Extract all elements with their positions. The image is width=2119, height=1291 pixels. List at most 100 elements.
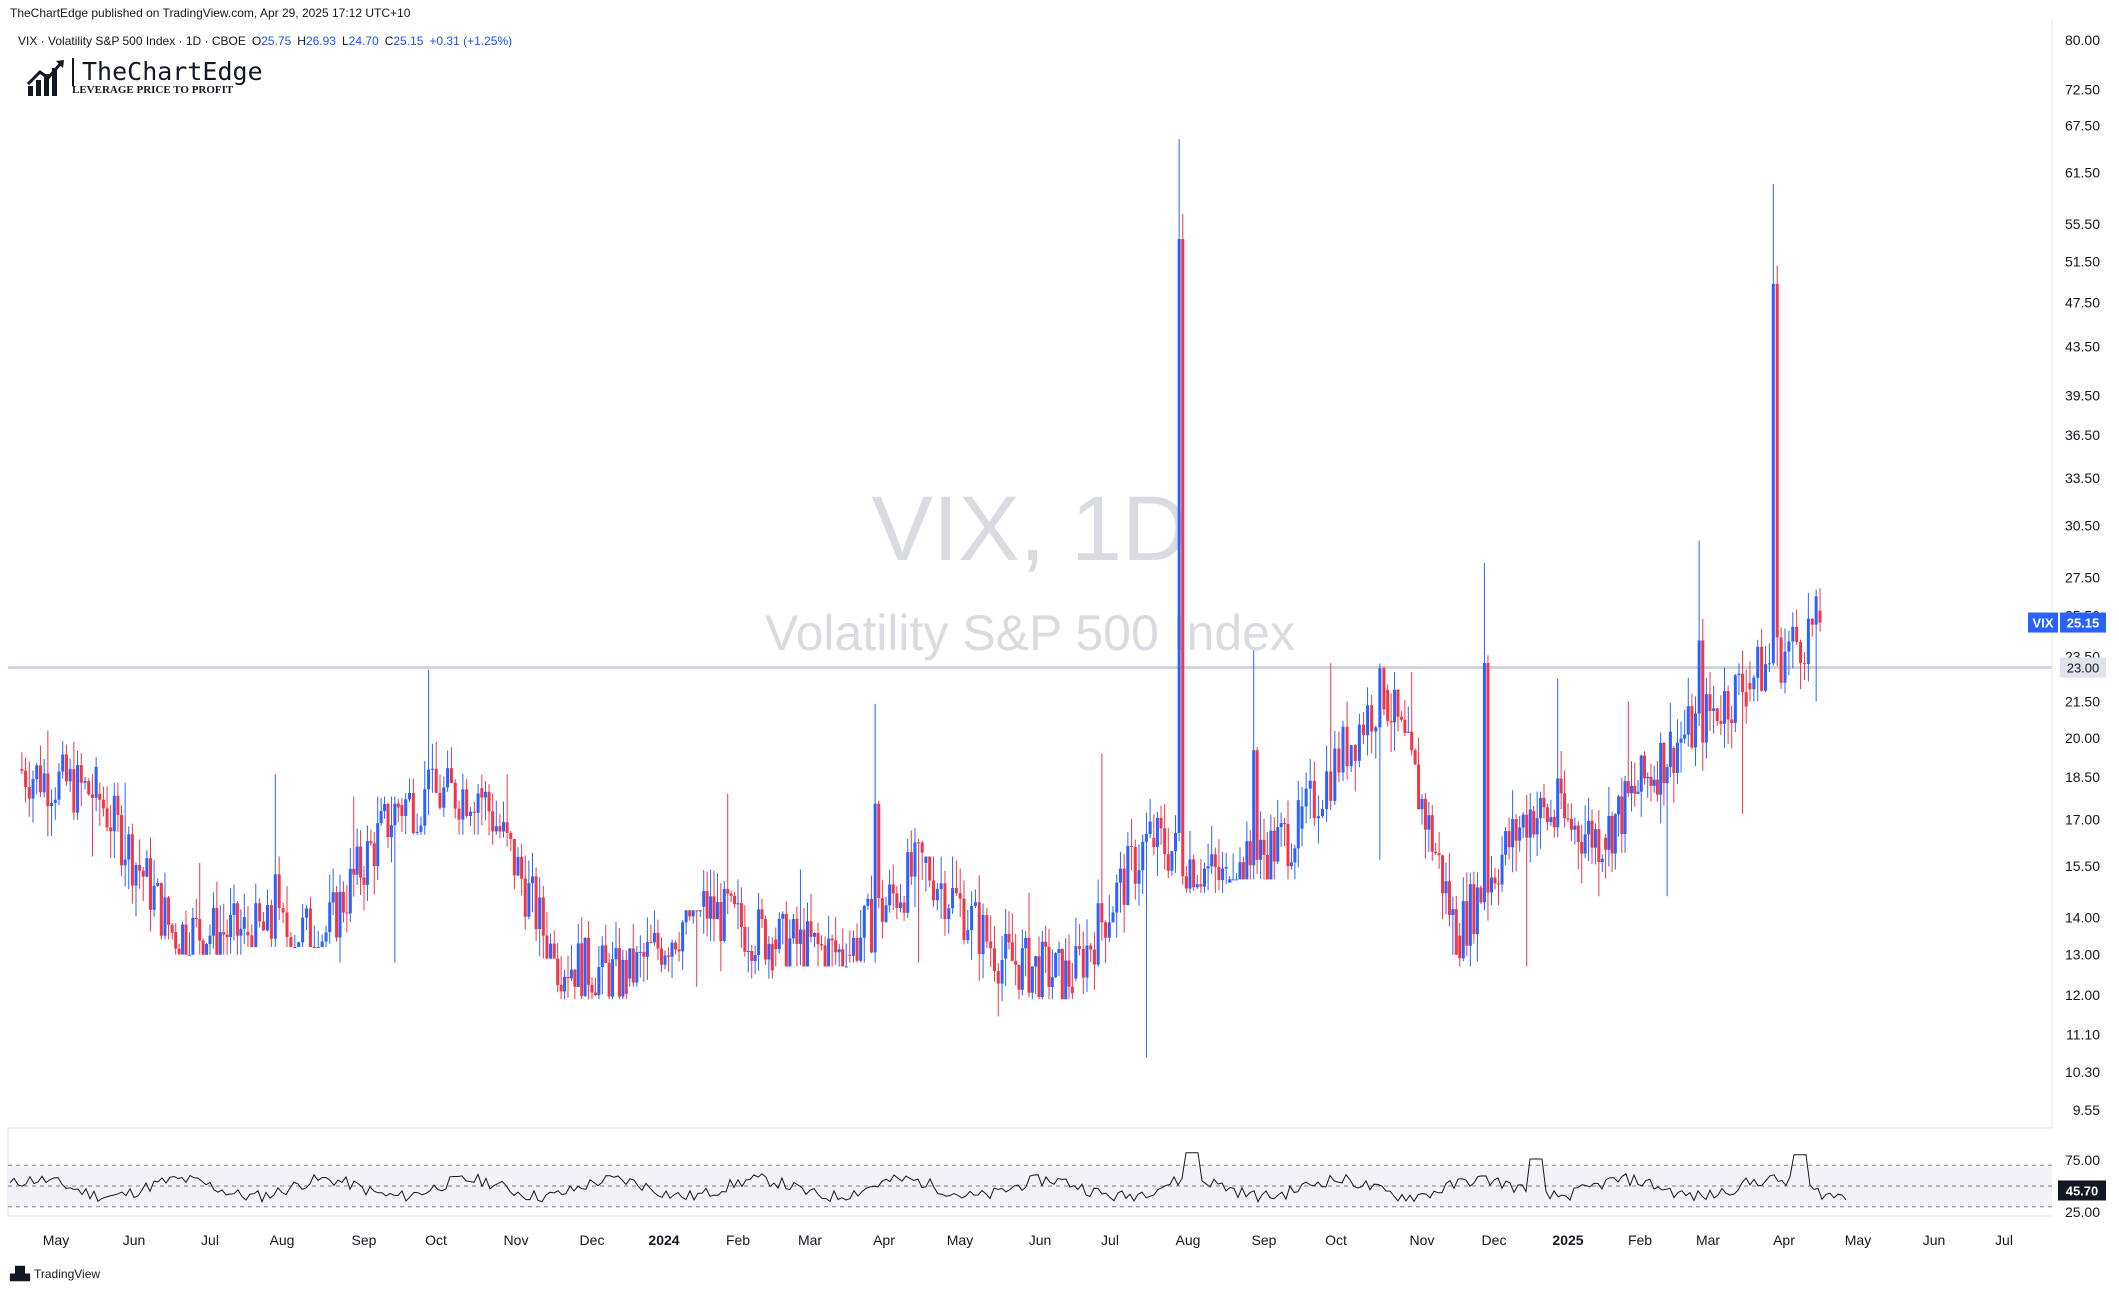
candle-body <box>1646 776 1650 779</box>
tradingview-footer[interactable]: ▟▙ TradingView <box>10 1266 100 1282</box>
candle <box>331 868 335 915</box>
candle-body <box>170 924 174 933</box>
candle-body <box>369 841 373 844</box>
candle-body <box>1507 831 1511 848</box>
y-tick-label: 13.00 <box>2065 947 2100 963</box>
candle <box>1636 780 1640 795</box>
candle-body <box>53 799 57 803</box>
candle-body <box>870 898 874 953</box>
candle <box>1300 786 1304 847</box>
ohlc-legend: VIX · Volatility S&P 500 Index · 1D · CB… <box>18 34 512 48</box>
candle-body <box>1386 689 1390 721</box>
candle-body <box>813 933 817 937</box>
candle-body <box>42 773 46 793</box>
candle <box>841 928 845 967</box>
candle-body <box>1737 673 1741 676</box>
candle <box>1430 804 1434 861</box>
candle-body <box>184 924 188 955</box>
candle <box>1623 775 1627 853</box>
candle-body <box>1020 948 1024 990</box>
candle <box>1712 685 1716 734</box>
candle <box>194 898 198 928</box>
candle-body <box>1542 797 1546 808</box>
candle-body <box>1296 800 1300 849</box>
candle <box>966 909 970 944</box>
candle <box>1333 730 1337 805</box>
candle-body <box>698 910 702 912</box>
candle-body <box>258 903 262 922</box>
y-tick-label: 51.50 <box>2065 254 2100 270</box>
candle <box>1133 839 1137 900</box>
candle <box>1403 700 1407 737</box>
candle-body <box>750 950 754 961</box>
candle <box>312 925 316 949</box>
y-tick-label: 15.50 <box>2065 858 2100 874</box>
candle-body <box>1122 868 1126 905</box>
candle-body <box>611 959 615 997</box>
candle-body <box>61 754 65 772</box>
candle <box>715 873 719 920</box>
candle <box>1027 892 1031 998</box>
candle <box>1217 839 1221 891</box>
candle <box>1576 821 1580 870</box>
candle-body <box>1410 731 1414 751</box>
candle-body <box>64 754 68 782</box>
candle <box>163 872 167 940</box>
time-axis[interactable]: May Jun Jul Aug Sep Oct Nov Dec 2024 Feb Mar Apr May… <box>43 1232 2013 1248</box>
candle <box>1024 930 1028 977</box>
candle <box>781 911 785 945</box>
candle <box>1607 786 1611 867</box>
candle-body <box>1399 716 1403 720</box>
candle <box>1141 834 1145 895</box>
last-price-label: 25.15 <box>2067 616 2100 631</box>
candle-body <box>372 843 376 867</box>
candle <box>1047 929 1051 1000</box>
candle-body <box>281 907 285 913</box>
rsi-value-label: 45.70 <box>2066 1183 2099 1198</box>
candle-body <box>1787 641 1791 652</box>
candle <box>813 932 817 948</box>
candle-body <box>802 929 806 967</box>
candle <box>468 807 472 826</box>
candle-body <box>631 948 635 983</box>
candle <box>1228 876 1232 883</box>
candle <box>1665 764 1669 897</box>
candle-body <box>396 803 400 808</box>
candle-body <box>27 787 31 799</box>
candle-body <box>743 926 747 952</box>
price-axis[interactable]: 80.00 72.50 67.50 61.50 55.50 51.50 47.50 43.50… <box>2051 20 2100 1128</box>
candle <box>656 919 660 960</box>
candle-body <box>438 792 442 808</box>
candle-body <box>225 934 229 938</box>
candle <box>928 856 932 888</box>
candle <box>372 831 376 895</box>
low-label: L <box>341 34 349 48</box>
candle-body <box>218 932 222 955</box>
x-tick-label: Sep <box>1252 1232 1277 1248</box>
candle <box>177 943 181 955</box>
candle-body <box>617 948 621 997</box>
candle-body <box>1389 720 1393 723</box>
candle-body <box>419 825 423 832</box>
candle-body <box>1437 853 1441 856</box>
candlestick-series <box>20 139 1822 1058</box>
candle <box>628 948 632 987</box>
candle <box>348 847 352 922</box>
candle <box>1054 952 1058 979</box>
candle-body <box>201 940 205 955</box>
candle <box>1764 646 1768 693</box>
candle <box>1639 754 1643 817</box>
candle-body <box>1556 778 1560 828</box>
candle-body <box>638 951 642 953</box>
candle <box>170 922 174 940</box>
candle-body <box>1004 933 1008 959</box>
candle <box>476 784 480 835</box>
candle <box>951 856 955 914</box>
candle-body <box>1441 855 1445 894</box>
candle <box>362 865 366 911</box>
candle-body <box>141 870 145 877</box>
candle-body <box>1096 903 1100 965</box>
candle <box>438 774 442 810</box>
candle-body <box>760 909 764 920</box>
